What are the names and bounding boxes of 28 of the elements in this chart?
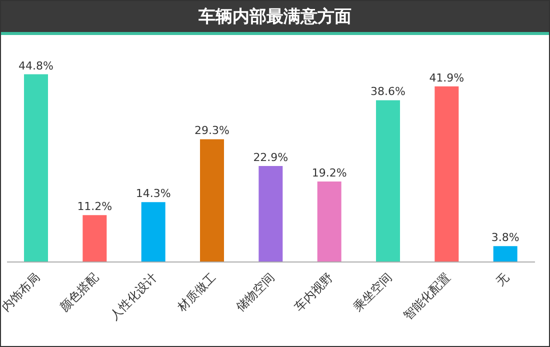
x-tick-label: 智能化配置 [400,270,454,323]
data-label: 19.2% [312,166,347,180]
data-label: 29.3% [194,124,230,138]
bar [376,100,400,262]
bar [317,182,342,262]
data-label: 41.9% [429,71,464,84]
bar [258,166,283,262]
x-tick-label: 乘坐空间 [350,270,394,314]
bar [141,202,166,262]
chart-title: 车辆内部最满意方面 [198,6,352,28]
bar [82,215,107,262]
data-label: 3.8% [491,231,520,244]
bar [434,86,459,262]
data-label: 11.2% [77,200,112,214]
bar [493,246,518,262]
x-tick-label: 人性化设计 [107,270,160,323]
x-tick-label: 无 [493,270,512,289]
x-tick-label: 内饰布局 [0,270,42,314]
data-label: 22.9% [253,151,288,164]
bar [200,139,224,262]
x-tick-label: 储物空间 [233,270,278,314]
x-tick-label: 颜色搭配 [57,270,102,314]
data-label: 44.8% [18,59,54,72]
data-label: 14.3% [136,187,171,200]
x-tick-label: 车内视野 [292,270,336,314]
bar [24,74,48,262]
x-tick-label: 材质做工 [174,270,218,315]
data-label: 38.6% [370,85,406,98]
